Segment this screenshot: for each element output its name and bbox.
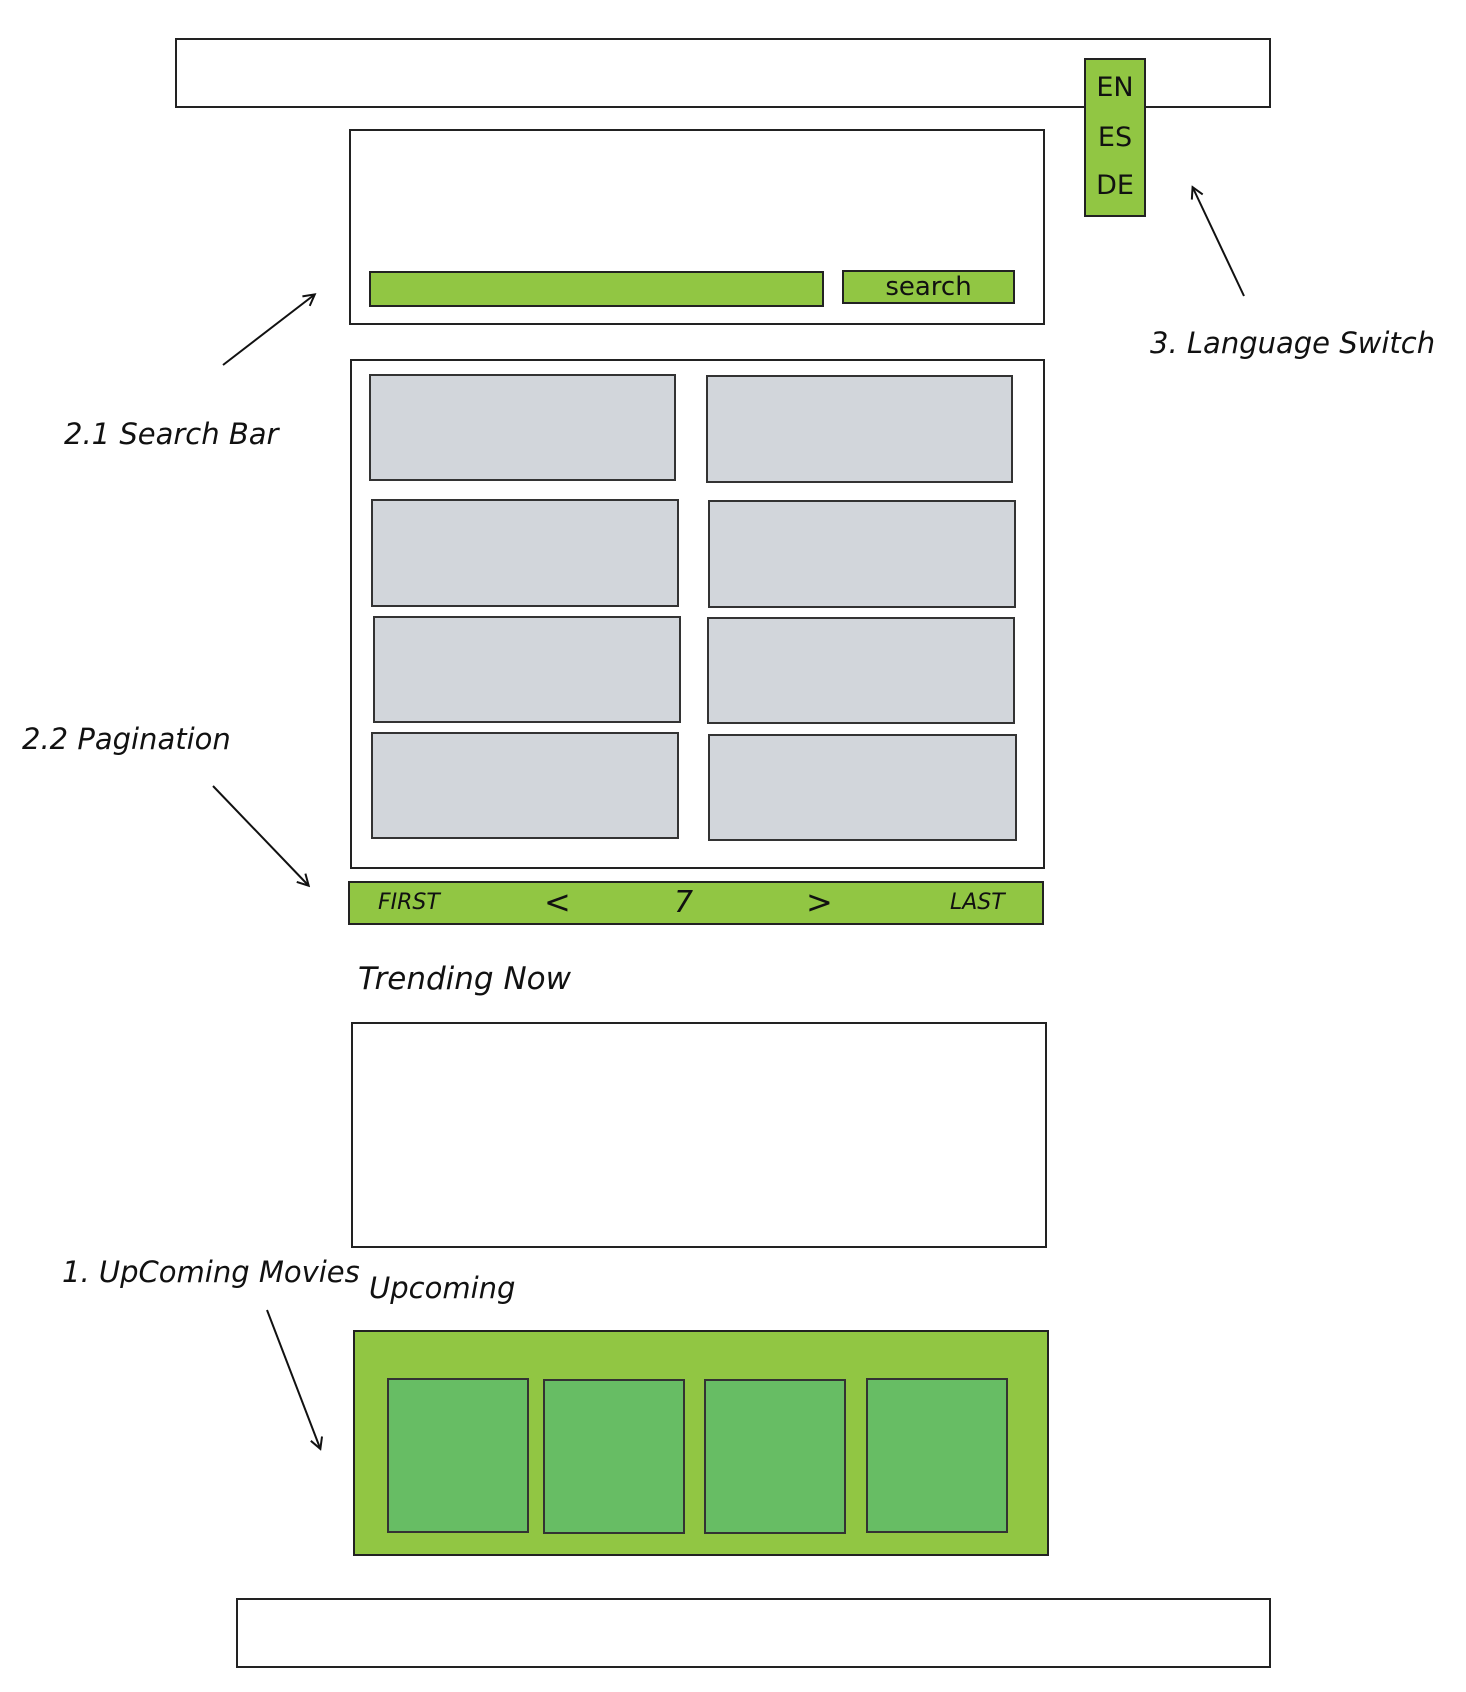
result-card[interactable]	[371, 499, 679, 607]
language-option-en[interactable]: EN	[1096, 71, 1134, 103]
pagination-prev[interactable]: <	[544, 883, 571, 921]
search-input[interactable]	[369, 271, 824, 307]
result-card[interactable]	[706, 375, 1013, 483]
annotation-upcoming-movies: 1. UpComing Movies	[62, 1255, 360, 1289]
language-option-es[interactable]: ES	[1097, 121, 1133, 153]
arrow-language-switch	[1193, 188, 1245, 297]
result-card[interactable]	[373, 616, 681, 723]
result-card[interactable]	[708, 500, 1016, 608]
pagination-next[interactable]: >	[806, 883, 833, 921]
arrow-upcoming-movies	[266, 1309, 320, 1448]
upcoming-movie-card[interactable]	[866, 1378, 1008, 1533]
footer-bar	[236, 1598, 1271, 1668]
trending-title: Trending Now	[358, 961, 571, 997]
pagination-current-page: 7	[674, 885, 694, 920]
annotation-search-bar: 2.1 Search Bar	[64, 417, 279, 451]
upcoming-title: Upcoming	[369, 1271, 516, 1305]
language-option-de[interactable]: DE	[1096, 169, 1134, 201]
pagination-first[interactable]: FIRST	[378, 890, 440, 915]
search-button[interactable]: search	[842, 270, 1015, 304]
annotation-pagination: 2.2 Pagination	[22, 722, 231, 756]
pagination-last[interactable]: LAST	[950, 890, 1005, 915]
upcoming-movie-card[interactable]	[387, 1378, 529, 1533]
upcoming-movie-card[interactable]	[704, 1379, 846, 1534]
result-card[interactable]	[708, 734, 1017, 841]
arrow-search-bar	[222, 295, 314, 366]
pagination-bar: FIRST < 7 > LAST	[348, 881, 1044, 925]
result-card[interactable]	[369, 374, 676, 481]
result-card[interactable]	[371, 732, 679, 839]
upcoming-movie-card[interactable]	[543, 1379, 685, 1534]
arrow-pagination	[212, 785, 308, 885]
result-card[interactable]	[707, 617, 1015, 724]
trending-panel	[351, 1022, 1047, 1248]
annotation-language-switch: 3. Language Switch	[1150, 326, 1436, 360]
language-switch: EN ES DE	[1084, 58, 1146, 217]
search-button-label: search	[885, 272, 972, 302]
